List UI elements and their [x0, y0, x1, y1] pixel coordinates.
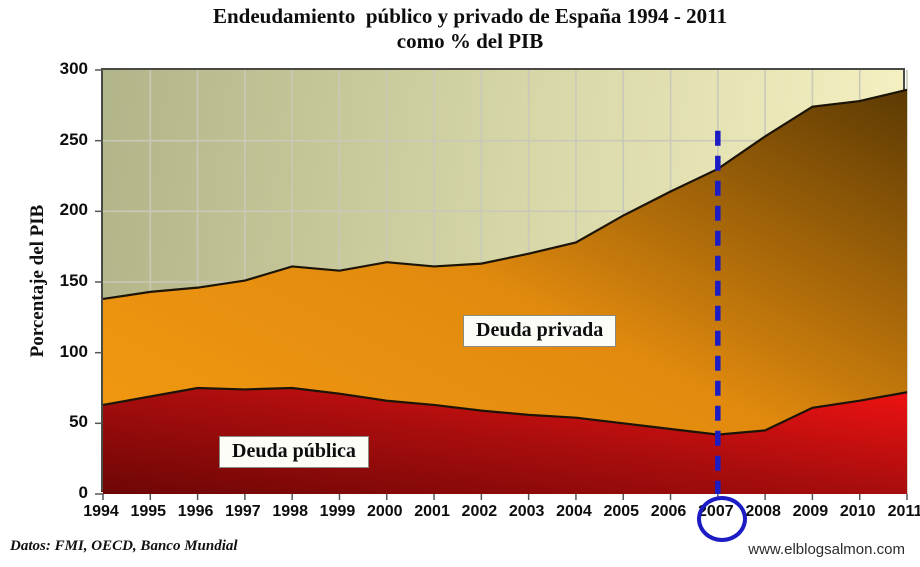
x-tick-label-2008: 2008: [745, 503, 781, 520]
x-tick-label-2011: 2011: [887, 503, 920, 520]
x-tick-label-1997: 1997: [225, 503, 261, 520]
x-tick-label-1999: 1999: [319, 503, 356, 520]
website-text: www.elblogsalmon.com: [748, 541, 905, 558]
y-tick-label-150: 150: [59, 271, 88, 290]
stacked-area-chart: [95, 69, 908, 500]
x-tick-label-2005: 2005: [603, 503, 640, 520]
y-tick-label-50: 50: [69, 412, 88, 432]
plot-area: [95, 68, 908, 500]
x-tick-label-1994: 1994: [83, 503, 119, 520]
y-tick-label-100: 100: [59, 341, 88, 361]
x-tick-label-2004: 2004: [556, 503, 592, 520]
y-tick-label-250: 250: [59, 129, 88, 149]
x-tick-label-2010: 2010: [839, 503, 876, 520]
total-debt-line: [102, 88, 908, 301]
x-tick-label-2001: 2001: [414, 503, 450, 520]
chart-title: Endeudamiento público y privado de Españ…: [40, 4, 900, 54]
chart-title-line2: como % del PIB: [396, 29, 544, 53]
x-tick-label-1998: 1998: [272, 503, 308, 520]
x-tick-label-1995: 1995: [130, 503, 167, 520]
x-tick-label-1996: 1996: [177, 503, 214, 520]
y-tick-label-200: 200: [59, 200, 88, 220]
highlight-2007-circle: [697, 496, 747, 542]
y-tick-label-300: 300: [59, 59, 88, 78]
x-tick-label-2009: 2009: [792, 503, 829, 520]
private-debt-label: Deuda privada: [463, 315, 617, 347]
x-tick-label-2000: 2000: [366, 503, 403, 520]
data-source-text: Datos: FMI, OECD, Banco Mundial: [10, 538, 238, 554]
x-tick-label-2006: 2006: [650, 503, 687, 520]
x-tick-label-2003: 2003: [508, 503, 545, 520]
public-debt-label: Deuda pública: [219, 436, 369, 468]
y-tick-label-0: 0: [78, 483, 88, 502]
public-debt-line: [102, 386, 908, 436]
x-tick-label-2002: 2002: [461, 503, 498, 520]
chart-title-line1: Endeudamiento público y privado de Españ…: [212, 4, 728, 28]
